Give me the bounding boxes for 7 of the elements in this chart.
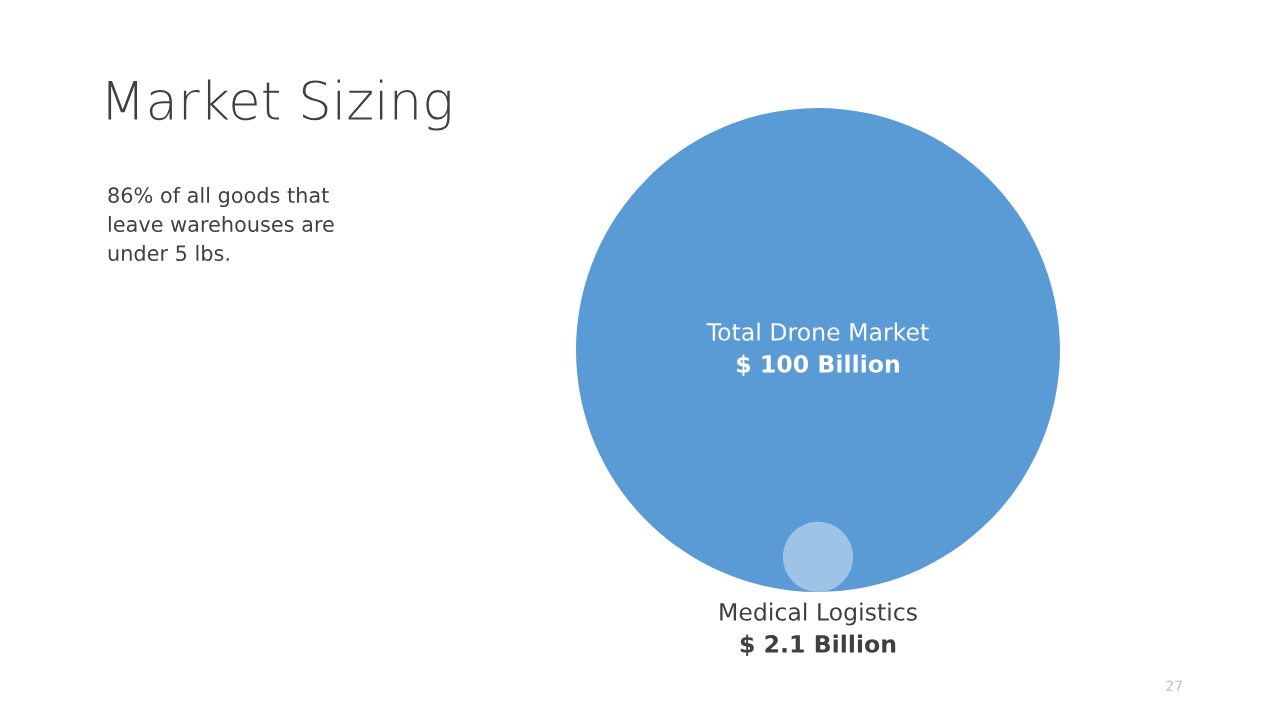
data-label: $ 100 Billion <box>737 354 899 376</box>
text: Market Sizing <box>108 79 450 131</box>
text: 27 <box>1166 680 1182 691</box>
text: 86% of all goods that leave warehouses are under 5 lbs. <box>108 186 334 262</box>
category-label: Medical Logistics <box>720 602 917 626</box>
category-label: Total Drone Market <box>706 322 929 341</box>
data-label: $ 2.1 Billion <box>740 634 896 656</box>
